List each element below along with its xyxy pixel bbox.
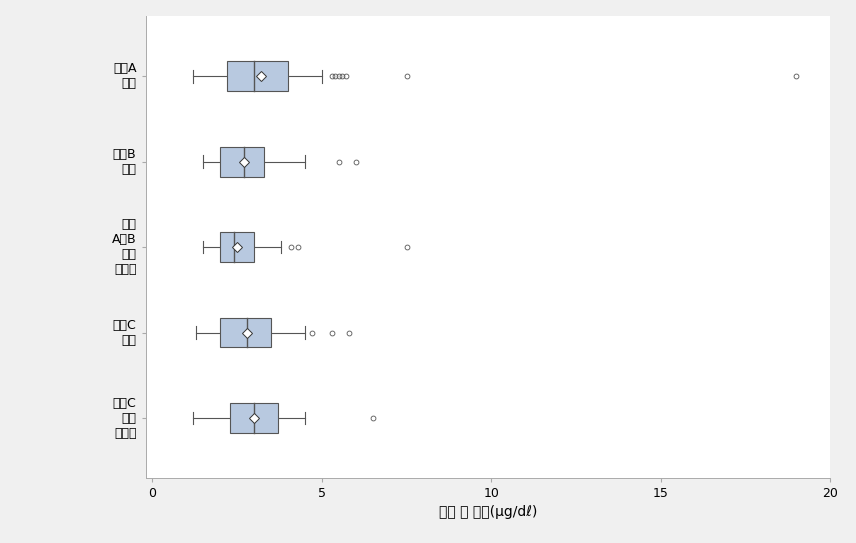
Bar — [220, 318, 271, 348]
Bar — [230, 403, 277, 433]
X-axis label: 혁중 납 농도(μg/dℓ): 혁중 납 농도(μg/dℓ) — [439, 506, 537, 520]
Bar — [220, 147, 265, 176]
Bar — [220, 232, 254, 262]
Bar — [227, 61, 288, 91]
